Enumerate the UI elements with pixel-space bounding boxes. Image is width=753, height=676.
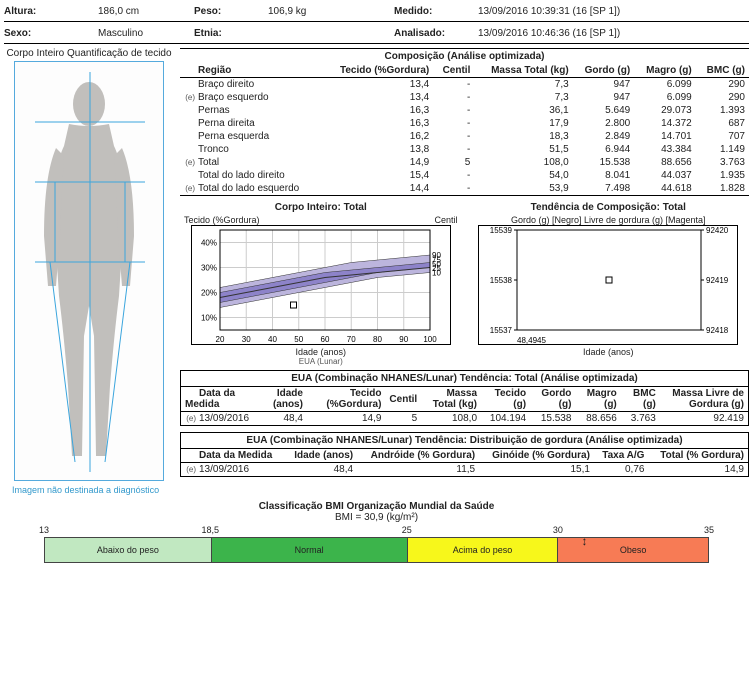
chart-left-ylabel: Tecido (%Gordura)	[184, 215, 260, 225]
chart-right-plot: 15537 15538 15539 92418 92419 92420 48,4945	[478, 225, 738, 345]
chart-right: Tendência de Composição: Total Gordo (g)…	[468, 200, 750, 366]
svg-text:10%: 10%	[201, 314, 217, 323]
header: Altura: 186,0 cm Peso: 106,9 kg Medido: …	[4, 4, 749, 22]
table-row: (e)Total do lado esquerdo14,4-53,97.4984…	[180, 182, 749, 195]
table-row: Tronco13,8-51,56.94443.3841.149	[180, 143, 749, 156]
sexo-value: Masculino	[98, 28, 143, 39]
etnia-label: Etnia:	[194, 28, 222, 39]
analisado-label: Analisado:	[394, 28, 445, 39]
bmi-arrow-icon: ↕	[581, 534, 587, 548]
svg-text:50: 50	[294, 335, 303, 344]
table-row: Perna esquerda16,2-18,32.84914.701707	[180, 130, 749, 143]
analisado-value: 13/09/2016 10:46:36 (16 [SP 1])	[478, 28, 620, 39]
bmi-title: Classificação BMI Organização Mundial da…	[4, 501, 749, 512]
table-header: Magro (g)	[634, 64, 696, 78]
bmi-segment: Normal	[211, 538, 407, 562]
table-row: (e)Total14,95108,015.53888.6563.763	[180, 156, 749, 169]
svg-text:92418: 92418	[706, 326, 729, 335]
scan-title: Corpo Inteiro Quantificação de tecido	[4, 48, 174, 59]
scan-disclaimer: Imagem não destinada a diagnóstico	[4, 485, 174, 495]
medido-label: Medido:	[394, 6, 432, 17]
table-row: Pernas16,3-36,15.64929.0731.393	[180, 104, 749, 117]
chart-right-title: Tendência de Composição: Total	[468, 200, 750, 215]
svg-text:92420: 92420	[706, 226, 729, 235]
altura-label: Altura:	[4, 6, 36, 17]
trend-total-title: EUA (Combinação NHANES/Lunar) Tendência:…	[181, 371, 748, 387]
svg-text:20%: 20%	[201, 289, 217, 298]
peso-value: 106,9 kg	[268, 6, 306, 17]
table-header: BMC (g)	[696, 64, 749, 78]
altura-value: 186,0 cm	[98, 6, 139, 17]
chart-left: Corpo Inteiro: Total Tecido (%Gordura) C…	[180, 200, 462, 366]
svg-text:15537: 15537	[490, 326, 513, 335]
bmi-section: Classificação BMI Organização Mundial da…	[4, 501, 749, 563]
bmi-tick-labels: 1318,5253035	[44, 525, 709, 537]
chart-left-foot: EUA (Lunar)	[180, 357, 462, 366]
svg-text:40: 40	[268, 335, 277, 344]
table-header: Massa Total (kg)	[474, 64, 572, 78]
trend-fat-table: EUA (Combinação NHANES/Lunar) Tendência:…	[180, 432, 749, 477]
svg-text:20: 20	[215, 335, 224, 344]
bmi-segment: Obeso	[557, 538, 708, 562]
bmi-segment: Acima do peso	[407, 538, 558, 562]
chart-left-title: Corpo Inteiro: Total	[180, 200, 462, 215]
composition-table: Composição (Análise optimizada) RegiãoTe…	[180, 48, 749, 196]
svg-text:90: 90	[432, 251, 441, 260]
table-row: Braço direito13,4-7,39476.099290	[180, 78, 749, 92]
sexo-label: Sexo:	[4, 28, 31, 39]
trend-fat-title: EUA (Combinação NHANES/Lunar) Tendência:…	[181, 433, 748, 449]
table-row: Perna direita16,3-17,92.80014.372687	[180, 117, 749, 130]
body-scan-image	[14, 61, 164, 481]
svg-text:40%: 40%	[201, 239, 217, 248]
composition-title: Composição (Análise optimizada)	[180, 49, 749, 64]
table-row: Total do lado direito15,4-54,08.04144.03…	[180, 169, 749, 182]
svg-text:30: 30	[242, 335, 251, 344]
chart-right-xlabel: Idade (anos)	[468, 347, 750, 357]
medido-value: 13/09/2016 10:39:31 (16 [SP 1])	[478, 6, 620, 17]
table-header: Região	[180, 64, 322, 78]
svg-text:70: 70	[347, 335, 356, 344]
bmi-bar: Abaixo do pesoNormalAcima do pesoObeso↕	[44, 537, 709, 563]
table-header: Gordo (g)	[573, 64, 635, 78]
peso-label: Peso:	[194, 6, 221, 17]
chart-right-legend: Gordo (g) [Negro] Livre de gordura (g) […	[511, 215, 706, 225]
chart-left-ylabel-r: Centil	[434, 215, 457, 225]
svg-text:80: 80	[373, 335, 382, 344]
bmi-segment: Abaixo do peso	[45, 538, 211, 562]
trend-total-table: EUA (Combinação NHANES/Lunar) Tendência:…	[180, 370, 749, 426]
svg-text:60: 60	[320, 335, 329, 344]
svg-text:30%: 30%	[201, 264, 217, 273]
chart-left-plot: 203040506070809010010%20%30%40%102550759…	[191, 225, 451, 345]
body-region-lines	[15, 62, 165, 482]
svg-text:90: 90	[399, 335, 408, 344]
svg-text:15539: 15539	[490, 226, 513, 235]
table-row: (e)Braço esquerdo13,4-7,39476.099290	[180, 91, 749, 104]
svg-text:15538: 15538	[490, 276, 513, 285]
svg-text:92419: 92419	[706, 276, 729, 285]
header-row2: Sexo: Masculino Etnia: Analisado: 13/09/…	[4, 26, 749, 44]
table-header: Centil	[433, 64, 474, 78]
svg-text:48,4945: 48,4945	[517, 336, 546, 345]
chart-left-xlabel: Idade (anos)	[180, 347, 462, 357]
svg-text:100: 100	[423, 335, 437, 344]
bmi-value: BMI = 30,9 (kg/m²)	[4, 512, 749, 523]
table-header: Tecido (%Gordura)	[322, 64, 434, 78]
